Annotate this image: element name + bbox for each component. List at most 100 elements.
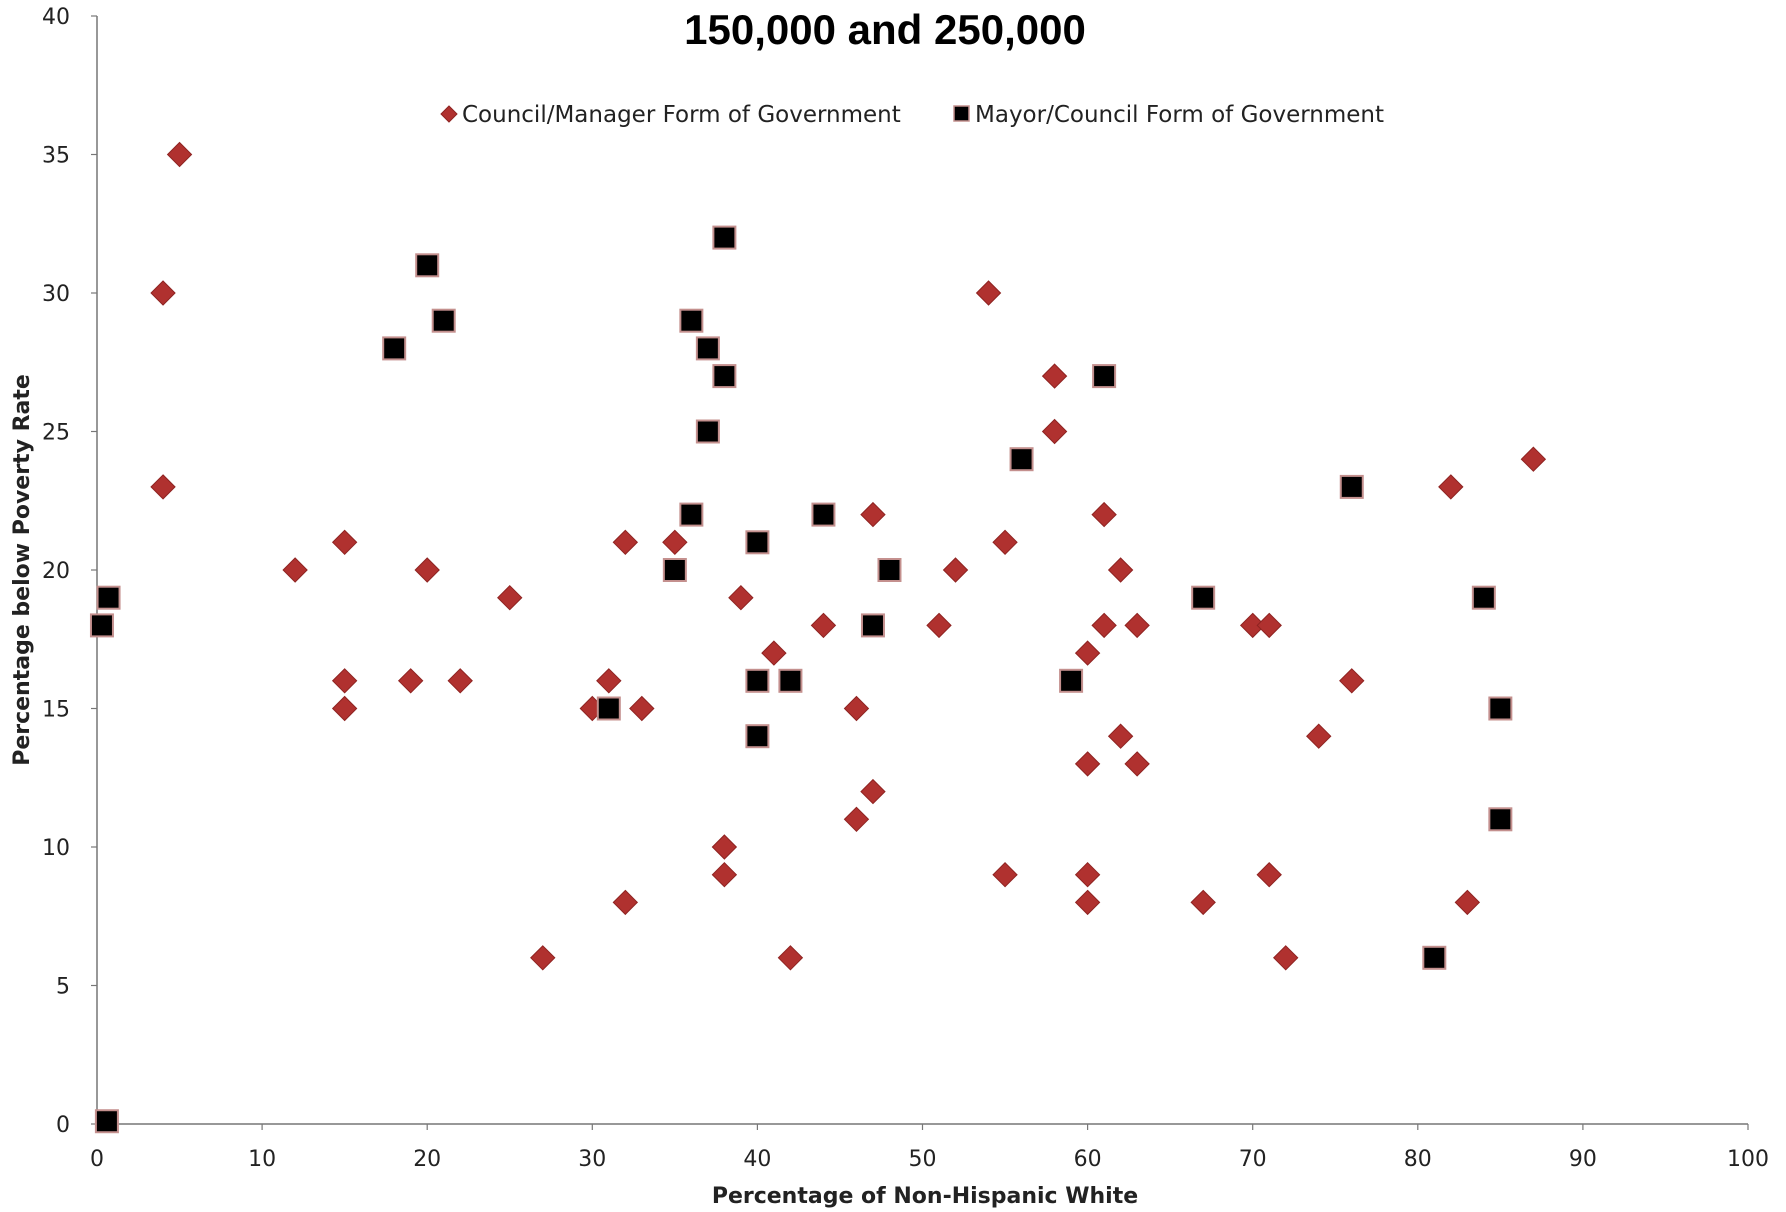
council-manager-point [1256, 612, 1282, 639]
legend-item-council-manager: Council/Manager Form of Government [440, 102, 901, 128]
axes [91, 15, 1749, 1130]
council-manager-point [1306, 723, 1332, 749]
council-manager-point [992, 529, 1018, 556]
legend-item-mayor-council: Mayor/Council Form of Government [953, 102, 1384, 128]
council-manager-point [282, 557, 308, 583]
council-manager-point [1107, 723, 1134, 749]
council-manager-point [1091, 612, 1117, 639]
council-manager-point [711, 861, 738, 888]
x-tick-label: 90 [1569, 1147, 1597, 1172]
series-council-manager [150, 141, 1547, 971]
x-tick-label: 20 [413, 1147, 441, 1172]
legend-label-council-manager: Council/Manager Form of Government [462, 102, 901, 128]
mayor-council-point [695, 336, 720, 361]
mayor-council-point [695, 419, 720, 444]
mayor-council-point [431, 308, 456, 333]
council-manager-point [860, 778, 886, 805]
tick-labels: 0 10 20 30 40 50 60 70 80 90 100 0 5 10 15 20 25 30 35 40 [42, 5, 1769, 1172]
council-manager-point [810, 612, 837, 639]
y-tick-label: 35 [42, 144, 70, 169]
council-manager-point [1190, 889, 1216, 916]
y-tick-label: 10 [42, 836, 70, 861]
y-tick-label: 5 [56, 975, 70, 1000]
council-manager-point [1339, 668, 1365, 694]
y-tick-label: 30 [42, 282, 70, 307]
mayor-council-point [1339, 474, 1364, 499]
mayor-council-point [778, 668, 803, 693]
council-manager-point [497, 584, 523, 611]
council-manager-point [728, 584, 754, 611]
council-manager-point [331, 695, 358, 722]
council-manager-point [1107, 557, 1134, 583]
x-tick-label: 40 [743, 1147, 771, 1172]
council-manager-point [1454, 889, 1481, 916]
x-tick-label: 80 [1404, 1147, 1432, 1172]
council-manager-point [1074, 889, 1101, 916]
council-manager-point [612, 889, 639, 916]
mayor-council-point [745, 530, 770, 555]
council-manager-point [992, 861, 1018, 888]
y-tick-label: 40 [42, 5, 70, 30]
x-tick-label: 0 [90, 1147, 104, 1172]
chart-title: 150,000 and 250,000 [684, 6, 1086, 53]
mayor-council-point [679, 308, 704, 333]
y-tick-label: 0 [56, 1113, 70, 1138]
legend-diamond-marker [440, 105, 458, 123]
mayor-council-point [94, 1109, 119, 1134]
council-manager-point [1273, 945, 1299, 971]
council-manager-point [331, 668, 358, 694]
mayor-council-point [679, 502, 704, 527]
council-manager-point [975, 280, 1002, 306]
mayor-council-point [662, 558, 687, 582]
mayor-council-point [1422, 945, 1447, 970]
mayor-council-point [1092, 364, 1117, 389]
council-manager-point [1520, 446, 1547, 472]
legend: Council/Manager Form of Government Mayor… [440, 102, 1384, 128]
council-manager-point [166, 141, 193, 168]
mayor-council-point [382, 336, 407, 361]
council-manager-point [629, 695, 655, 722]
mayor-council-point [1488, 696, 1513, 721]
x-tick-label: 50 [909, 1147, 937, 1172]
council-manager-point [331, 529, 358, 556]
mayor-council-point [811, 502, 836, 527]
council-manager-point [1041, 418, 1068, 445]
council-manager-point [397, 668, 424, 694]
council-manager-point [843, 806, 870, 833]
mayor-council-point [1191, 585, 1216, 610]
legend-label-mayor-council: Mayor/Council Form of Government [975, 102, 1384, 128]
data-points [89, 141, 1547, 1134]
mayor-council-point [1488, 807, 1513, 832]
council-manager-point [942, 557, 969, 583]
mayor-council-point [1471, 585, 1496, 610]
x-tick-label: 70 [1239, 1147, 1267, 1172]
y-tick-label: 15 [42, 698, 70, 723]
council-manager-point [1074, 640, 1101, 666]
council-manager-point [761, 640, 787, 666]
council-manager-point [1124, 612, 1150, 639]
council-manager-point [1074, 861, 1101, 888]
council-manager-point [1124, 751, 1150, 777]
mayor-council-point [1059, 668, 1084, 693]
council-manager-point [150, 280, 176, 306]
council-manager-point [596, 668, 622, 694]
council-manager-point [1041, 363, 1068, 389]
council-manager-point [530, 945, 556, 971]
x-tick-label: 10 [248, 1147, 276, 1172]
mayor-council-point [1009, 447, 1034, 472]
mayor-council-point [712, 364, 737, 389]
council-manager-point [662, 529, 688, 556]
x-axis-title: Percentage of Non-Hispanic White [712, 1184, 1138, 1209]
council-manager-point [777, 945, 804, 971]
mayor-council-point [745, 724, 770, 749]
mayor-council-point [745, 668, 770, 693]
mayor-council-point [712, 225, 737, 250]
mayor-council-point [877, 558, 902, 582]
mayor-council-point [415, 253, 440, 278]
mayor-council-point [96, 585, 121, 610]
council-manager-point [150, 474, 176, 500]
council-manager-point [1091, 501, 1117, 528]
mayor-council-point [89, 613, 114, 638]
council-manager-point [1074, 751, 1101, 777]
